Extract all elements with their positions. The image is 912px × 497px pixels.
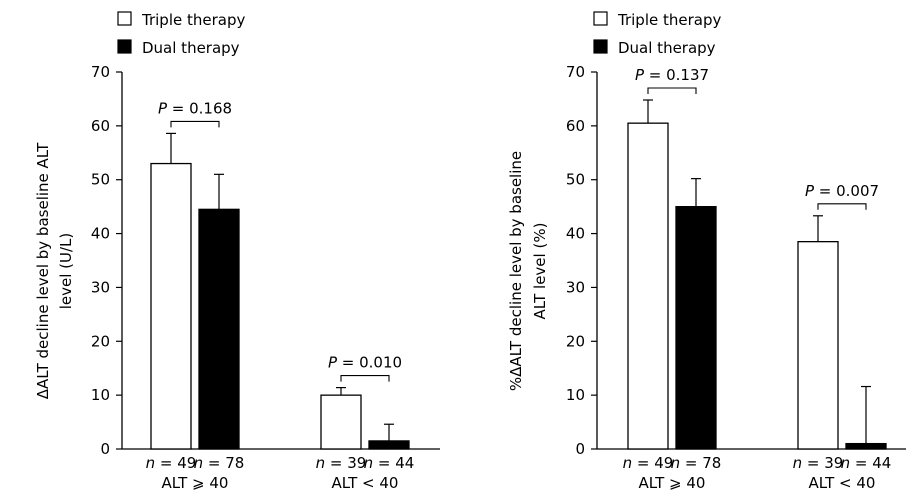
bar-triple-low-alt — [320, 394, 362, 450]
chart-panel-2: Triple therapy Dual therapy 0 10 20 30 40 50 60 7… — [507, 11, 906, 492]
bar-dual-low-alt — [845, 442, 887, 450]
y-tick-label: 40 — [91, 225, 110, 243]
n-label: n = 49 — [146, 454, 197, 472]
significance-bracket — [170, 120, 220, 128]
y-tick-label: 50 — [91, 171, 110, 189]
y-tick-label: 40 — [566, 225, 585, 243]
y-tick-label: 30 — [91, 278, 110, 296]
legend-swatch-dual — [593, 39, 608, 54]
y-tick-label: 60 — [91, 117, 110, 135]
p-value-label: P = 0.137 — [635, 66, 709, 84]
y-tick-label: 60 — [566, 117, 585, 135]
y-tick-label: 0 — [100, 440, 110, 458]
significance-bracket — [647, 87, 697, 95]
y-axis-label: ΔALT decline level by baseline ALT — [34, 142, 52, 399]
p-value-label: P = 0.007 — [805, 182, 879, 200]
y-tick-label: 70 — [566, 63, 585, 81]
legend-swatch-triple — [593, 11, 608, 26]
n-label: n = 78 — [194, 454, 245, 472]
y-tick-label: 20 — [566, 332, 585, 350]
legend-label-triple: Triple therapy — [141, 11, 245, 29]
bar-triple-high-alt — [627, 122, 669, 450]
y-tick-label: 0 — [575, 440, 585, 458]
y-tick-label: 70 — [91, 63, 110, 81]
n-label: n = 39 — [793, 454, 844, 472]
n-label: n = 44 — [841, 454, 892, 472]
y-tick-label: 50 — [566, 171, 585, 189]
bar-triple-low-alt — [797, 240, 839, 450]
n-label: n = 49 — [623, 454, 674, 472]
legend-label-dual: Dual therapy — [618, 39, 716, 57]
y-axis-label: %ΔALT decline level by baseline — [507, 151, 525, 391]
legend-swatch-dual — [117, 39, 132, 54]
x-category-label: ALT < 40 — [332, 474, 399, 492]
y-axis-label: ALT level (%) — [531, 223, 549, 320]
x-category-label: ALT ⩾ 40 — [162, 474, 229, 492]
bar-triple-high-alt — [150, 162, 192, 450]
p-value-label: P = 0.010 — [328, 354, 402, 372]
significance-bracket — [340, 375, 390, 382]
y-tick-label: 10 — [566, 386, 585, 404]
chart-panel-1: Triple therapy Dual therapy 0 10 20 30 40 50 60 7… — [34, 11, 440, 492]
n-label: n = 44 — [364, 454, 415, 472]
bar-dual-high-alt — [198, 208, 240, 450]
y-axis-label: level (U/L) — [57, 233, 75, 310]
bar-dual-high-alt — [675, 205, 717, 450]
legend-label-dual: Dual therapy — [142, 39, 240, 57]
legend-swatch-triple — [117, 11, 132, 26]
n-label: n = 78 — [671, 454, 722, 472]
y-tick-label: 10 — [91, 386, 110, 404]
significance-bracket — [817, 203, 867, 210]
y-tick-label: 30 — [566, 278, 585, 296]
legend-label-triple: Triple therapy — [617, 11, 721, 29]
y-tick-label: 20 — [91, 332, 110, 350]
n-label: n = 39 — [316, 454, 367, 472]
x-category-label: ALT < 40 — [809, 474, 876, 492]
x-category-label: ALT ⩾ 40 — [639, 474, 706, 492]
p-value-label: P = 0.168 — [158, 99, 232, 117]
bar-dual-low-alt — [368, 440, 410, 450]
